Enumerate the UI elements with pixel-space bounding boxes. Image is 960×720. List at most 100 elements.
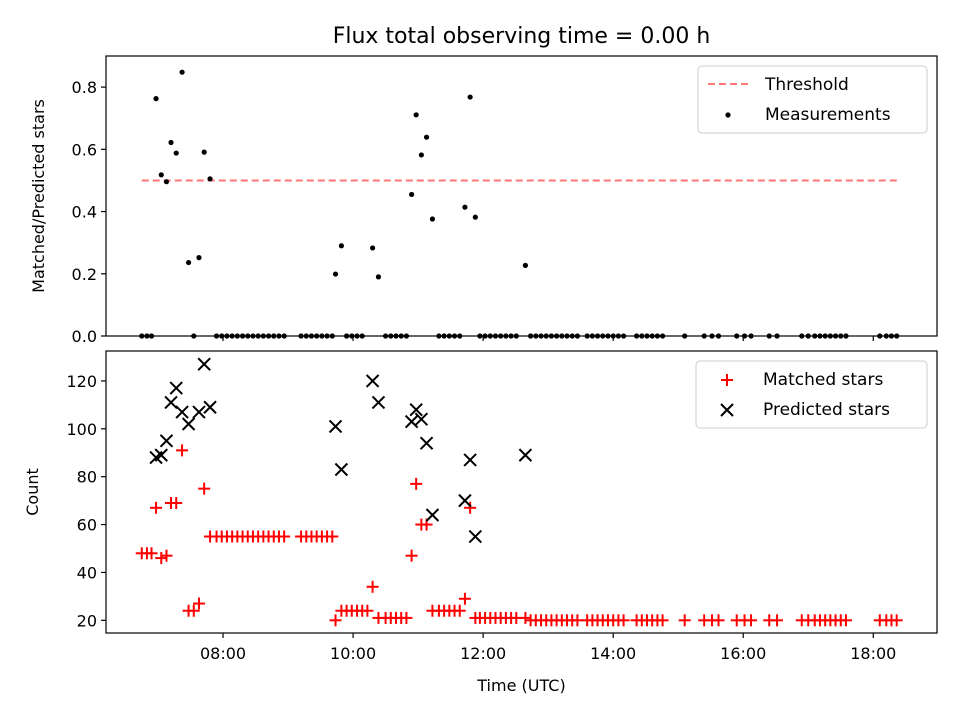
measurement-point	[179, 69, 185, 75]
matched-stars-point	[326, 530, 339, 543]
top-y-ticks: 0.0 0.2 0.4 0.6 0.8	[72, 78, 106, 346]
chart-title: Flux total observing time = 0.00 h	[333, 24, 711, 49]
measurement-point	[375, 274, 382, 280]
predicted-stars-point	[169, 381, 183, 395]
x-tick-label: 08:00	[200, 644, 246, 663]
measurement-point	[413, 112, 419, 118]
measurement-point	[185, 259, 192, 266]
top-legend: Threshold Measurements	[697, 65, 928, 134]
y-tick-label: 0.2	[72, 265, 97, 284]
matched-stars-point	[400, 611, 413, 624]
measurement-point	[409, 191, 415, 198]
matched-stars-point	[176, 444, 189, 457]
top-legend-box	[697, 65, 928, 134]
matched-stars-point	[458, 592, 471, 605]
measurement-point	[369, 245, 376, 251]
measurement-point	[338, 243, 344, 249]
legend-matched-label: Matched stars	[763, 370, 883, 390]
predicted-stars-point	[365, 374, 380, 388]
matched-stars-point	[366, 580, 379, 593]
predicted-stars-point	[425, 508, 440, 522]
bottom-axes-frame	[105, 350, 938, 634]
legend-predicted-label: Predicted stars	[763, 400, 890, 420]
y-tick-label: 0.4	[72, 203, 97, 222]
top-panel: 0.00.20.40.60.8 Matched/Predicted stars …	[29, 55, 938, 346]
matched-stars-point	[839, 614, 852, 627]
matched-stars-point	[617, 614, 630, 627]
predicted-stars-point	[197, 357, 211, 371]
measurement-point	[332, 271, 339, 277]
matched-stars-point	[329, 614, 342, 627]
bottom-panel: 20 40 60 80 100 120 08:00 10:00 12:00 14:00 16:00…	[23, 350, 938, 695]
matched-stars-point	[405, 549, 418, 562]
bottom-legend-box	[695, 360, 928, 429]
y-tick-label: 100	[66, 420, 97, 439]
predicted-stars-point	[164, 395, 178, 410]
matched-stars-point	[453, 604, 466, 617]
legend-threshold-label: Threshold	[764, 75, 849, 95]
legend-measurements-label: Measurements	[765, 105, 891, 125]
predicted-stars-point	[404, 414, 419, 429]
bottom-y-ticks: 20 40 60 80 100 120	[66, 372, 106, 630]
predicted-stars-point	[518, 448, 533, 462]
matched-stars-point	[278, 530, 291, 543]
legend-matched-swatch	[721, 374, 733, 386]
y-tick-label: 60	[77, 516, 97, 535]
matched-stars-point	[150, 501, 163, 514]
matched-stars-point	[160, 549, 173, 562]
y-tick-label: 20	[77, 611, 97, 630]
matched-stars-point	[361, 604, 374, 617]
predicted-stars-point	[463, 453, 477, 467]
measurement-point	[423, 134, 430, 140]
legend-measurements-swatch	[725, 112, 731, 118]
x-tick-label: 10:00	[330, 644, 376, 663]
measurement-point	[163, 179, 170, 185]
y-tick-label: 80	[77, 468, 97, 487]
y-tick-label: 120	[66, 372, 97, 391]
measurement-point	[173, 150, 179, 156]
measurement-point	[467, 94, 473, 100]
y-tick-label: 0.8	[72, 78, 97, 97]
x-tick-label: 16:00	[720, 644, 766, 663]
measurement-point	[472, 214, 478, 220]
predicted-stars-point	[334, 462, 349, 477]
matched-stars-point	[745, 614, 758, 627]
matched-stars-point	[678, 614, 691, 627]
matched-stars-point	[192, 597, 205, 610]
predicted-stars-point	[175, 405, 189, 419]
predicted-stars-point	[468, 529, 483, 544]
bottom-legend: Matched stars Predicted stars	[695, 360, 928, 429]
y-tick-label: 0.6	[72, 140, 97, 159]
matched-stars-point	[198, 482, 211, 495]
measurement-point	[196, 255, 202, 261]
measurement-point	[429, 216, 436, 222]
x-axis-label: Time (UTC)	[476, 676, 565, 695]
predicted-stars-point	[409, 402, 423, 417]
top-x-ticks	[222, 336, 874, 341]
measurement-point	[462, 204, 468, 210]
measurement-point	[168, 139, 174, 146]
measurement-point	[207, 176, 213, 182]
predicted-stars-point	[181, 417, 196, 431]
matched-stars-point	[410, 477, 423, 490]
bottom-y-axis-label: Count	[23, 468, 42, 516]
measurement-point	[153, 96, 159, 102]
bottom-marks	[135, 357, 903, 627]
matched-stars-point	[145, 547, 158, 560]
top-y-axis-label: Matched/Predicted stars	[29, 99, 48, 293]
x-tick-label: 12:00	[460, 644, 506, 663]
predicted-stars-point	[203, 400, 217, 414]
predicted-stars-point	[458, 493, 472, 508]
matched-stars-point	[170, 497, 183, 510]
measurement-point	[418, 152, 424, 158]
x-tick-label: 18:00	[850, 644, 896, 663]
predicted-stars-point	[371, 395, 386, 410]
y-tick-label: 40	[77, 563, 97, 582]
matched-stars-point	[464, 501, 477, 514]
top-axes-frame	[105, 55, 938, 337]
predicted-stars-point	[328, 419, 343, 434]
matched-stars-point	[771, 614, 784, 627]
matched-stars-point	[519, 611, 532, 624]
y-tick-label: 0.0	[72, 327, 97, 346]
